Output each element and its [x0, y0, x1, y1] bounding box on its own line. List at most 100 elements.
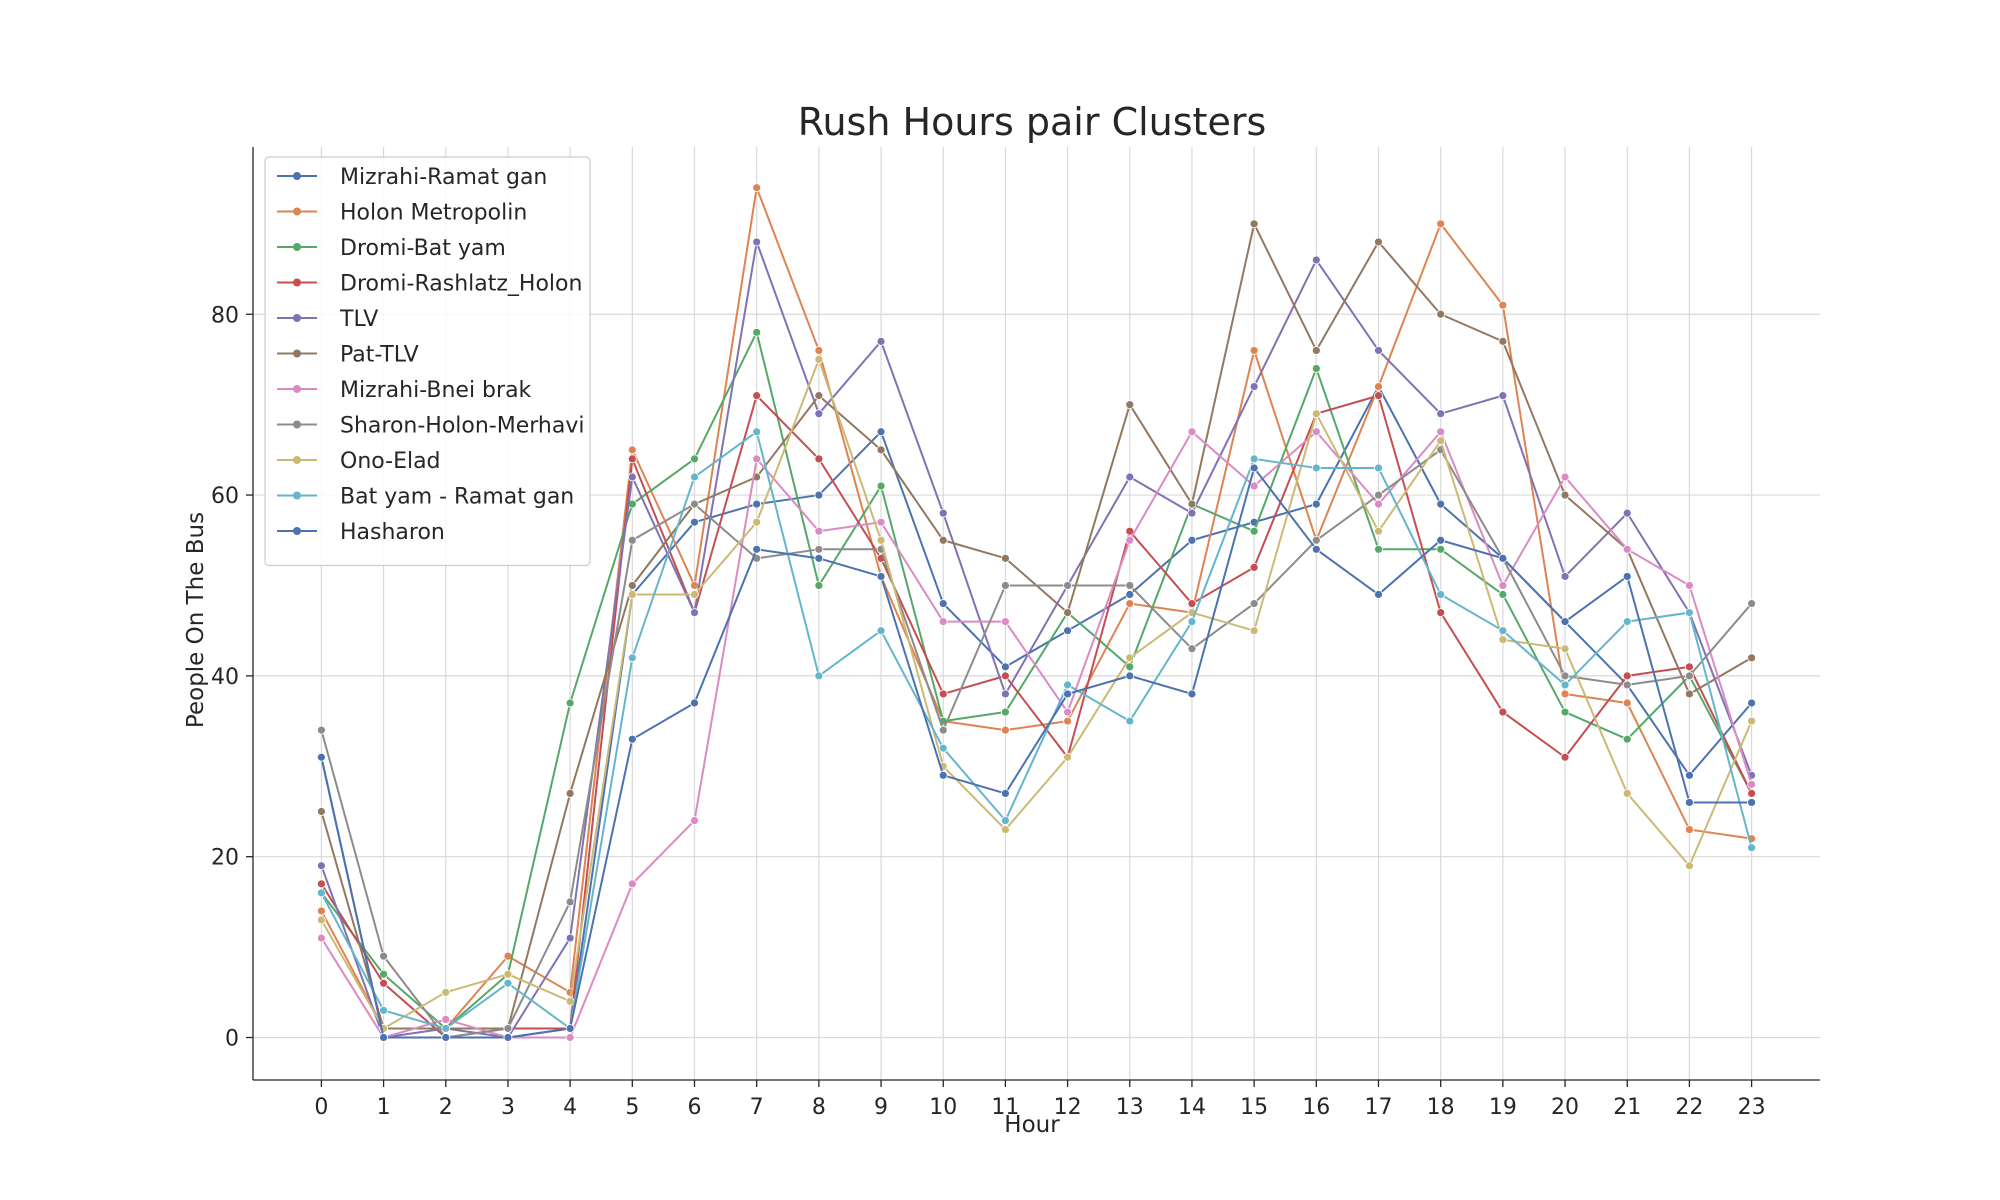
data-point	[690, 590, 699, 599]
data-point	[1311, 535, 1321, 545]
data-point	[1063, 716, 1072, 726]
data-point	[1560, 752, 1570, 762]
data-point	[1311, 255, 1321, 265]
data-point	[1187, 644, 1197, 654]
data-point	[1125, 653, 1135, 663]
data-point	[1125, 590, 1135, 599]
data-point	[1747, 779, 1756, 789]
data-point	[503, 1033, 513, 1042]
data-point	[1498, 336, 1508, 346]
series-line	[320, 430, 1753, 1030]
data-point	[752, 544, 762, 554]
legend-item: Hasharon	[277, 520, 445, 545]
data-point	[1374, 463, 1383, 473]
data-point	[752, 391, 762, 401]
data-point	[1249, 382, 1259, 391]
data-point	[1685, 608, 1694, 617]
y-axis-label: People On The Bus	[183, 512, 209, 728]
legend-swatch-marker	[293, 420, 301, 429]
data-point	[627, 879, 637, 889]
data-point	[1498, 300, 1508, 310]
data-point	[1374, 490, 1383, 500]
data-point	[1436, 427, 1446, 437]
data-point	[814, 671, 824, 681]
data-point	[1249, 454, 1259, 464]
data-point	[1560, 671, 1570, 681]
data-point	[1125, 535, 1135, 545]
x-axis-label: Hour	[1004, 1112, 1060, 1138]
x-tick-label: 0	[314, 1095, 328, 1120]
x-tick-label: 9	[874, 1095, 888, 1120]
data-point	[1374, 590, 1383, 599]
data-point	[1560, 572, 1570, 581]
data-point	[1001, 707, 1010, 717]
x-tick-label: 20	[1551, 1095, 1579, 1120]
data-point	[876, 517, 886, 527]
data-point	[317, 752, 326, 762]
data-point	[565, 1033, 575, 1042]
data-point	[1249, 481, 1259, 491]
legend-label: Mizrahi-Bnei brak	[340, 378, 532, 403]
data-point	[876, 481, 886, 491]
data-point	[503, 1024, 513, 1033]
legend-label: Hasharon	[340, 520, 445, 545]
data-point	[565, 933, 575, 943]
series-line	[320, 186, 1752, 1030]
x-tick-label: 4	[563, 1095, 577, 1120]
x-tick-label: 7	[750, 1095, 764, 1120]
x-tick-label: 15	[1240, 1095, 1268, 1120]
data-point	[1436, 590, 1446, 599]
data-point	[1001, 689, 1010, 699]
x-tick-label: 6	[687, 1095, 701, 1120]
data-point	[1249, 599, 1259, 608]
series-3	[317, 391, 1756, 1042]
data-point	[1560, 472, 1570, 482]
data-point	[1622, 680, 1632, 690]
data-point	[1125, 526, 1135, 536]
x-tick-label: 22	[1675, 1095, 1703, 1120]
data-point	[1622, 734, 1632, 744]
data-point	[690, 472, 699, 482]
data-point	[814, 526, 824, 536]
data-point	[876, 535, 886, 545]
x-tick-label: 3	[501, 1095, 515, 1120]
data-point	[565, 698, 575, 708]
data-point	[565, 996, 575, 1006]
data-point	[814, 355, 824, 364]
data-point	[1311, 409, 1321, 419]
data-point	[752, 237, 762, 247]
data-point	[752, 327, 762, 337]
data-point	[1685, 798, 1694, 807]
data-point	[441, 1024, 451, 1033]
data-point	[1622, 508, 1632, 518]
data-point	[1374, 499, 1383, 509]
data-point	[690, 698, 699, 708]
data-point	[752, 427, 762, 437]
data-point	[1063, 680, 1072, 690]
legend-label: Dromi-Bat yam	[340, 236, 506, 261]
data-point	[317, 906, 326, 916]
data-point	[876, 445, 886, 455]
x-tick-label: 14	[1178, 1095, 1206, 1120]
axes: 0 1 2 3 4 5 6 7 8 9 10 11 12 13 14 15 16 17 18 19 20 21 22 2302…	[211, 147, 1820, 1120]
data-point	[690, 816, 699, 825]
legend-swatch-marker	[293, 243, 301, 251]
data-point	[1374, 544, 1383, 554]
data-point	[938, 535, 948, 545]
legend-item: Dromi-Bat yam	[277, 236, 506, 261]
series-4	[317, 237, 1756, 1042]
data-point	[503, 978, 513, 988]
data-point	[317, 933, 326, 943]
data-point	[317, 879, 326, 889]
data-point	[1436, 436, 1446, 446]
data-point	[1685, 770, 1694, 780]
data-point	[1249, 626, 1259, 636]
data-point	[1374, 382, 1383, 391]
data-point	[814, 454, 824, 464]
data-point	[1560, 617, 1570, 627]
series-7	[317, 445, 1756, 1042]
series-line	[320, 358, 1753, 1030]
data-point	[441, 987, 451, 997]
legend-swatch-marker	[293, 314, 301, 322]
series-line	[320, 430, 1753, 1039]
